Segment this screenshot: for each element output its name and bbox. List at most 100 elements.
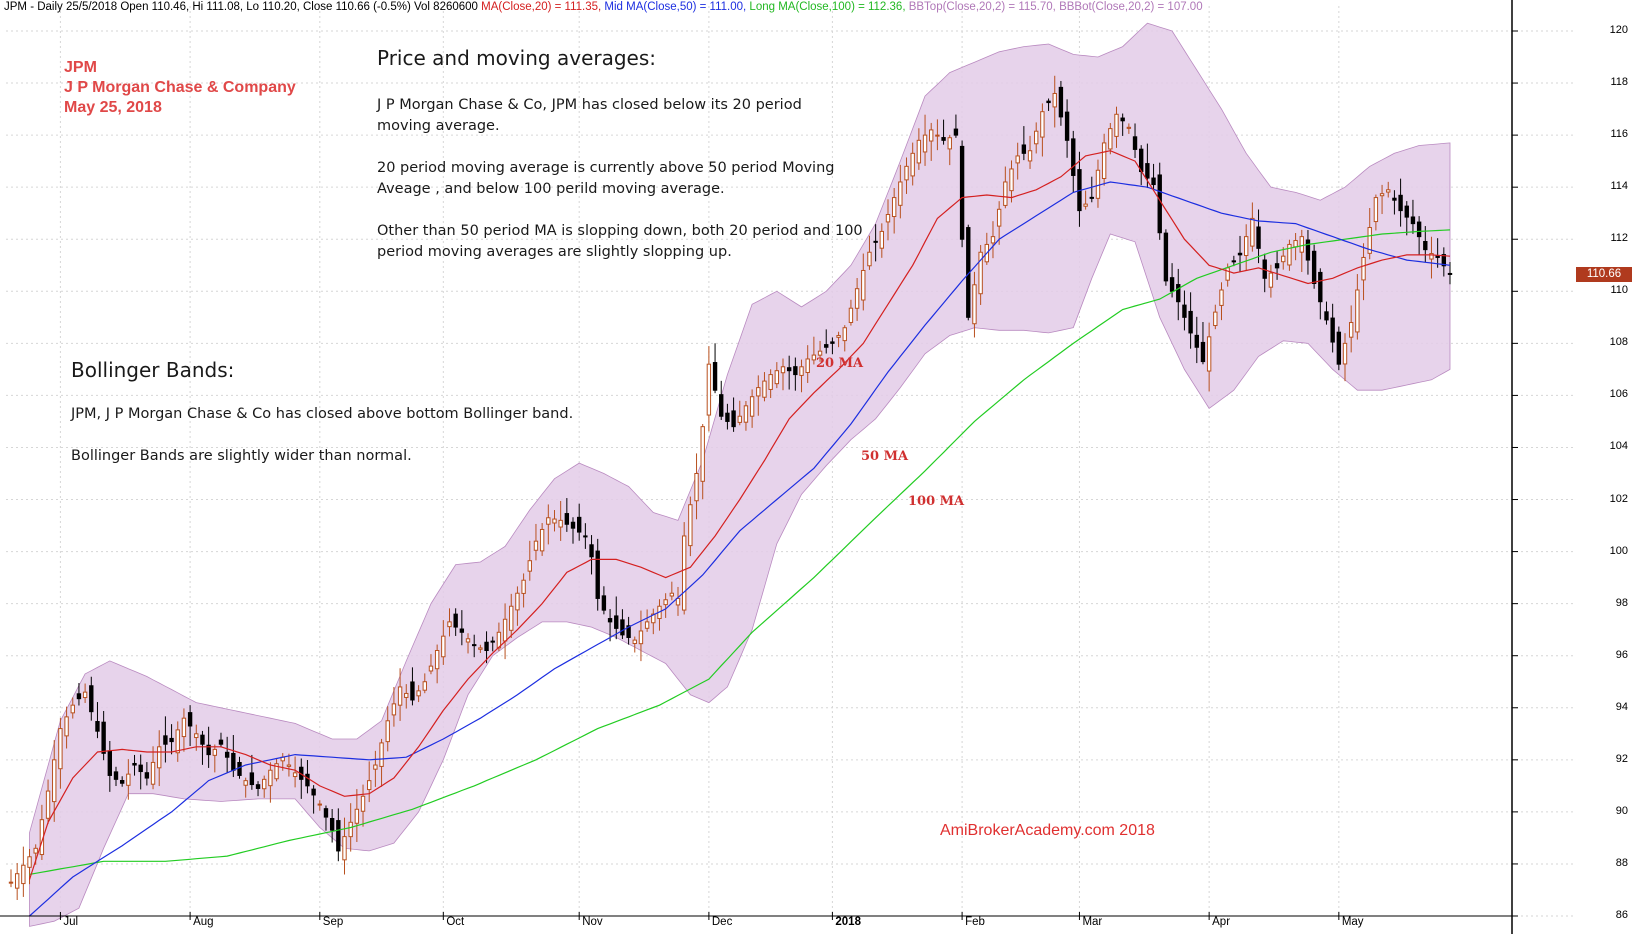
candle-123 bbox=[768, 369, 773, 399]
candle-196 bbox=[1219, 282, 1224, 321]
last-price-tag: 110.66 bbox=[1576, 267, 1632, 282]
candle-176 bbox=[1095, 159, 1101, 208]
candle-body bbox=[1231, 260, 1237, 263]
candle-59 bbox=[373, 750, 378, 787]
price-ma-p1-line2: moving average. bbox=[377, 118, 500, 134]
candle-body bbox=[391, 703, 397, 716]
candle-139 bbox=[867, 235, 872, 270]
candle-60 bbox=[379, 738, 384, 787]
candle-body bbox=[52, 759, 57, 803]
ma100-line bbox=[29, 229, 1451, 875]
candle-211 bbox=[1311, 244, 1317, 289]
candle-217 bbox=[1348, 305, 1354, 353]
candle-body bbox=[428, 665, 434, 672]
candle-body bbox=[978, 251, 983, 295]
candle-body bbox=[959, 145, 965, 240]
candle-body bbox=[76, 693, 82, 700]
candle-body bbox=[1145, 163, 1150, 179]
candle-body bbox=[360, 795, 366, 812]
candle-97 bbox=[607, 609, 613, 642]
candle-110 bbox=[688, 496, 693, 557]
candle-56 bbox=[354, 789, 360, 843]
candle-221 bbox=[1373, 194, 1379, 231]
candle-body bbox=[441, 635, 446, 658]
candle-body bbox=[780, 366, 786, 374]
candle-38 bbox=[243, 777, 248, 798]
candle-body bbox=[367, 780, 372, 791]
candle-133 bbox=[830, 337, 835, 355]
candle-body bbox=[212, 748, 217, 756]
candle-161 bbox=[1003, 166, 1008, 209]
candle-121 bbox=[756, 375, 761, 416]
candle-185 bbox=[1151, 163, 1156, 190]
candle-223 bbox=[1386, 181, 1391, 198]
candle-body bbox=[1318, 271, 1323, 303]
header-ma100: Long MA(Close,100) = 112.36, bbox=[749, 1, 906, 13]
candle-150 bbox=[935, 119, 940, 151]
candle-46 bbox=[292, 756, 298, 788]
candle-25 bbox=[163, 716, 168, 763]
candle-body bbox=[1126, 126, 1132, 129]
candle-137 bbox=[854, 278, 860, 321]
y-tick-label: 116 bbox=[1610, 128, 1628, 141]
candle-body bbox=[1305, 239, 1311, 261]
candle-8 bbox=[58, 717, 63, 789]
candle-body bbox=[1250, 217, 1255, 247]
candle-108 bbox=[675, 586, 681, 616]
candle-body bbox=[1046, 100, 1051, 104]
candle-138 bbox=[861, 253, 866, 311]
candle-body bbox=[805, 358, 810, 374]
candle-body bbox=[175, 729, 180, 754]
candle-141 bbox=[879, 223, 885, 258]
candle-body bbox=[14, 873, 20, 889]
header-ma50: Mid MA(Close,50) = 111.00, bbox=[604, 1, 747, 13]
candle-body bbox=[1089, 196, 1094, 199]
candle-body bbox=[1058, 86, 1064, 118]
candle-body bbox=[1052, 92, 1057, 108]
candle-86 bbox=[539, 523, 545, 556]
candle-195 bbox=[1213, 304, 1218, 330]
y-tick-label: 90 bbox=[1615, 804, 1628, 817]
candle-230 bbox=[1429, 236, 1434, 279]
candle-body bbox=[82, 691, 88, 699]
candle-body bbox=[644, 621, 650, 629]
ticker-block: JPM J P Morgan Chase & Company May 25, 2… bbox=[64, 58, 296, 118]
candle-body bbox=[786, 367, 792, 372]
candle-body bbox=[1237, 252, 1243, 256]
candle-207 bbox=[1287, 239, 1292, 271]
candle-body bbox=[725, 412, 730, 422]
candle-body bbox=[848, 307, 854, 323]
candle-body bbox=[1176, 284, 1181, 303]
candle-159 bbox=[990, 221, 996, 259]
candle-177 bbox=[1101, 133, 1107, 186]
candle-body bbox=[231, 752, 236, 771]
candle-body bbox=[218, 739, 224, 745]
candle-body bbox=[922, 134, 928, 153]
candle-body bbox=[570, 521, 576, 529]
candle-164 bbox=[1021, 126, 1027, 161]
candle-65 bbox=[410, 667, 415, 706]
candle-body bbox=[527, 560, 532, 572]
candle-31 bbox=[200, 730, 205, 765]
candle-75 bbox=[472, 634, 477, 658]
candle-body bbox=[1003, 181, 1008, 206]
y-tick-label: 118 bbox=[1610, 76, 1628, 89]
candle-body bbox=[972, 284, 977, 325]
candle-body bbox=[502, 618, 508, 642]
candle-95 bbox=[595, 538, 600, 611]
candle-body bbox=[336, 820, 341, 852]
candle-170 bbox=[1058, 80, 1064, 126]
candle-193 bbox=[1200, 321, 1206, 365]
candle-body bbox=[669, 592, 675, 597]
candle-body bbox=[1423, 240, 1428, 251]
candle-213 bbox=[1324, 301, 1329, 325]
candle-body bbox=[1157, 174, 1162, 234]
y-tick-label: 86 bbox=[1615, 909, 1628, 921]
candle-body bbox=[1342, 342, 1348, 365]
candle-13 bbox=[89, 676, 94, 721]
price-ma-p2-line1: 20 period moving average is currently ab… bbox=[377, 160, 835, 176]
candle-body bbox=[756, 387, 761, 397]
candle-body bbox=[274, 763, 279, 780]
candle-87 bbox=[546, 504, 551, 545]
